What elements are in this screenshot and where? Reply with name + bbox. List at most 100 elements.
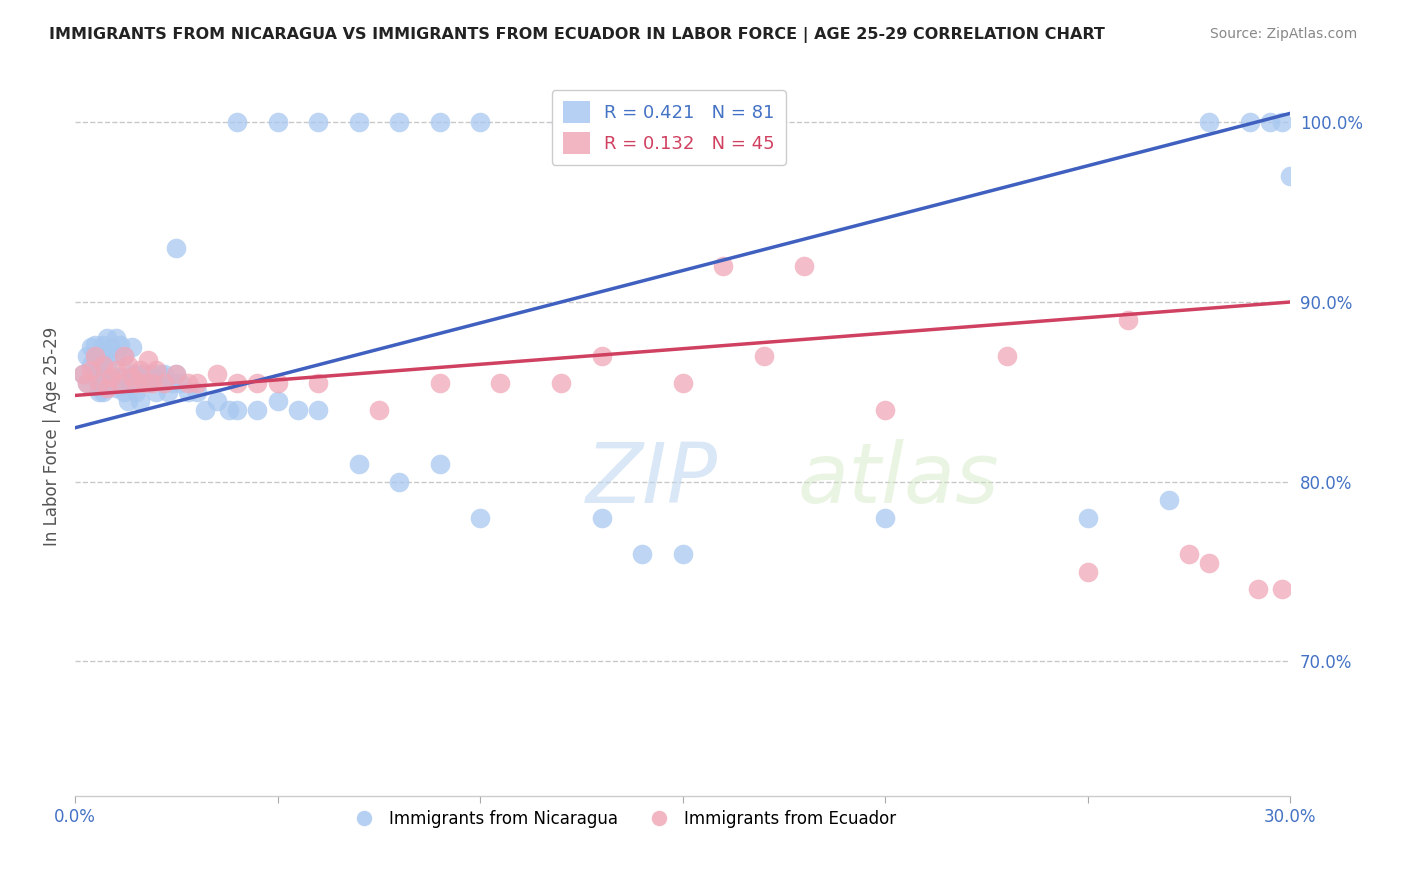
Point <box>1247 582 1270 597</box>
Text: IMMIGRANTS FROM NICARAGUA VS IMMIGRANTS FROM ECUADOR IN LABOR FORCE | AGE 25-29 : IMMIGRANTS FROM NICARAGUA VS IMMIGRANTS … <box>49 27 1105 43</box>
Point <box>96 331 118 345</box>
Point <box>84 349 107 363</box>
Point <box>72 367 94 381</box>
Point <box>205 393 228 408</box>
Point <box>1198 556 1220 570</box>
Point <box>128 393 150 408</box>
Point <box>307 402 329 417</box>
Point <box>117 393 139 408</box>
Point <box>76 349 98 363</box>
Point <box>194 402 217 417</box>
Point <box>100 370 122 384</box>
Point <box>108 338 131 352</box>
Point <box>1116 313 1139 327</box>
Point <box>165 241 187 255</box>
Point <box>93 349 115 363</box>
Point <box>591 510 613 524</box>
Point <box>429 115 451 129</box>
Point <box>104 349 127 363</box>
Point <box>489 376 512 390</box>
Point <box>72 367 94 381</box>
Point <box>266 115 288 129</box>
Point <box>1239 115 1261 129</box>
Point <box>1258 115 1281 129</box>
Text: atlas: atlas <box>799 440 1000 520</box>
Point <box>136 352 159 367</box>
Point <box>226 402 249 417</box>
Point <box>104 363 127 377</box>
Point <box>550 376 572 390</box>
Point <box>186 384 208 399</box>
Point <box>153 367 176 381</box>
Point <box>875 510 897 524</box>
Point <box>631 547 654 561</box>
Point <box>468 510 491 524</box>
Point <box>80 363 103 377</box>
Point <box>218 402 240 417</box>
Point <box>226 376 249 390</box>
Point <box>76 376 98 390</box>
Point <box>128 376 150 390</box>
Point <box>145 384 167 399</box>
Point <box>388 475 411 489</box>
Point <box>246 402 269 417</box>
Point <box>1178 547 1201 561</box>
Point <box>169 376 191 390</box>
Point <box>671 547 693 561</box>
Point <box>266 393 288 408</box>
Point <box>125 367 148 381</box>
Point <box>165 367 187 381</box>
Point <box>93 384 115 399</box>
Point <box>121 367 143 381</box>
Point <box>367 402 389 417</box>
Point <box>117 376 139 390</box>
Point <box>84 367 107 381</box>
Point <box>1279 169 1302 184</box>
Point <box>93 367 115 381</box>
Point <box>307 115 329 129</box>
Point <box>145 363 167 377</box>
Point <box>711 115 734 129</box>
Point <box>347 457 370 471</box>
Text: ZIP: ZIP <box>585 440 717 520</box>
Point <box>76 376 98 390</box>
Point <box>89 376 111 390</box>
Point <box>100 340 122 354</box>
Point <box>128 363 150 377</box>
Point <box>1271 582 1294 597</box>
Point <box>177 376 200 390</box>
Point <box>89 384 111 399</box>
Point <box>104 381 127 395</box>
Point <box>550 115 572 129</box>
Point <box>149 367 172 381</box>
Point <box>117 358 139 372</box>
Point <box>96 376 118 390</box>
Point <box>112 349 135 363</box>
Y-axis label: In Labor Force | Age 25-29: In Labor Force | Age 25-29 <box>44 327 60 547</box>
Point <box>671 376 693 390</box>
Point <box>112 384 135 399</box>
Point <box>93 338 115 352</box>
Point <box>226 115 249 129</box>
Point <box>1077 510 1099 524</box>
Point <box>995 349 1018 363</box>
Point <box>711 259 734 273</box>
Point <box>108 376 131 390</box>
Point <box>89 376 111 390</box>
Point <box>429 376 451 390</box>
Point <box>631 115 654 129</box>
Point <box>108 370 131 384</box>
Point <box>157 384 180 399</box>
Point <box>125 376 148 390</box>
Point <box>246 376 269 390</box>
Point <box>793 259 815 273</box>
Point <box>136 376 159 390</box>
Point <box>121 370 143 384</box>
Point <box>132 376 155 390</box>
Point <box>84 349 107 363</box>
Point <box>307 376 329 390</box>
Point <box>121 340 143 354</box>
Point <box>96 381 118 395</box>
Point <box>1198 115 1220 129</box>
Point <box>125 384 148 399</box>
